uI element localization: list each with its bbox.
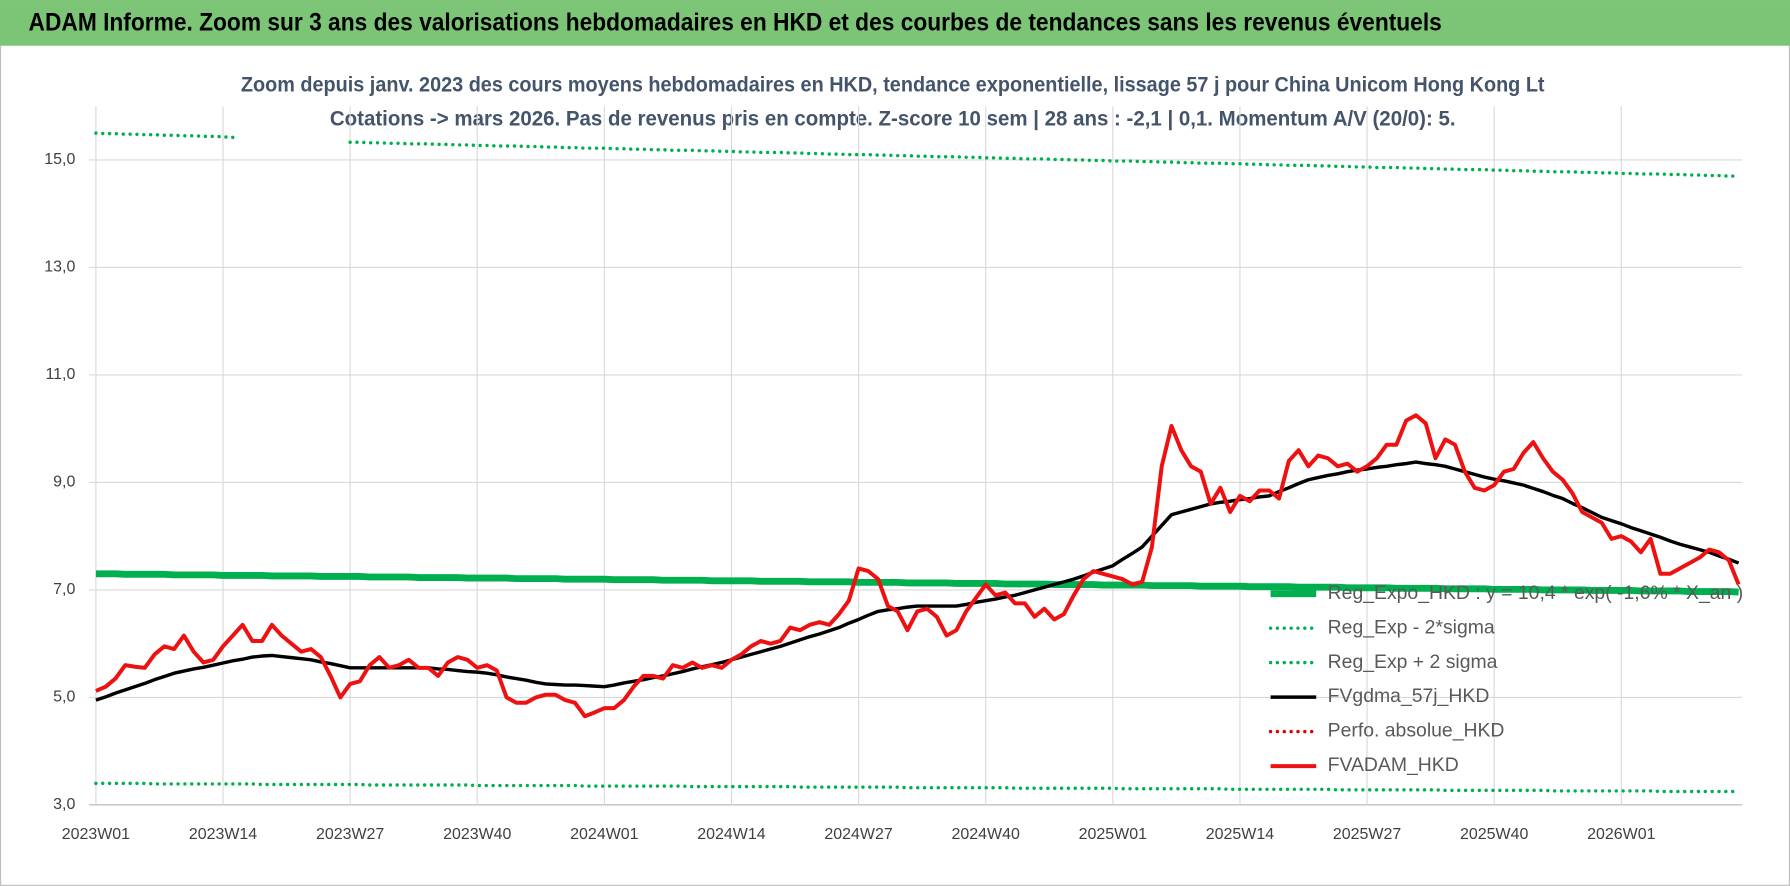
y-tick-label: 7,0 — [53, 581, 75, 598]
chart-title: Zoom depuis janv. 2023 des cours moyens … — [241, 71, 1545, 96]
y-tick-label: 13,0 — [44, 259, 75, 276]
y-tick-label: 5,0 — [53, 689, 75, 706]
y-tick-label: 15,0 — [44, 151, 75, 168]
grid: 3,0 5,0 7,0 9,0 11,0 13,0 15,0 2023W01 2023W14 20… — [44, 106, 1743, 843]
x-tick-label: 2024W14 — [697, 826, 765, 843]
legend-label: Reg_Exp - 2*sigma — [1328, 616, 1495, 638]
x-tick-label: 2025W40 — [1460, 826, 1528, 843]
legend-label: Reg_Exp + 2 sigma — [1328, 651, 1498, 673]
chart-subtitle: Cotations -> mars 2026. Pas de revenus p… — [330, 106, 1456, 131]
y-tick-label: 11,0 — [45, 366, 75, 383]
x-tick-label: 2024W01 — [570, 826, 638, 843]
x-tick-label: 2024W40 — [952, 826, 1020, 843]
legend-label: Reg_Expo_HKD : y = 10,4 * exp( -1,6% * X… — [1328, 582, 1744, 604]
plot — [94, 131, 1741, 794]
x-tick-label: 2023W27 — [316, 826, 384, 843]
series-line — [95, 570, 1739, 596]
x-tick-label: 2024W27 — [824, 826, 892, 843]
legend-label: FVgdma_57j_HKD — [1328, 685, 1490, 707]
header-title: ADAM Informe. Zoom sur 3 ans des valoris… — [29, 9, 1442, 37]
x-tick-label: 2026W01 — [1587, 826, 1655, 843]
x-tick-label: 2023W40 — [443, 826, 511, 843]
legend-label: Perfo. absolue_HKD — [1328, 720, 1505, 742]
series-line — [94, 781, 1741, 794]
series-line — [95, 413, 1741, 719]
x-tick-label: 2025W27 — [1333, 826, 1401, 843]
legend: Reg_Expo_HKD : y = 10,4 * exp( -1,6% * X… — [1268, 582, 1744, 776]
x-tick-label: 2025W14 — [1206, 826, 1274, 843]
series-line — [94, 131, 1741, 178]
header-bar — [0, 0, 1790, 46]
y-tick-label: 9,0 — [53, 474, 75, 491]
legend-label: FVADAM_HKD — [1328, 754, 1459, 776]
x-tick-label: 2023W14 — [189, 826, 257, 843]
y-tick-label: 3,0 — [53, 796, 75, 813]
x-tick-label: 2023W01 — [62, 826, 130, 843]
x-tick-label: 2025W01 — [1079, 826, 1147, 843]
